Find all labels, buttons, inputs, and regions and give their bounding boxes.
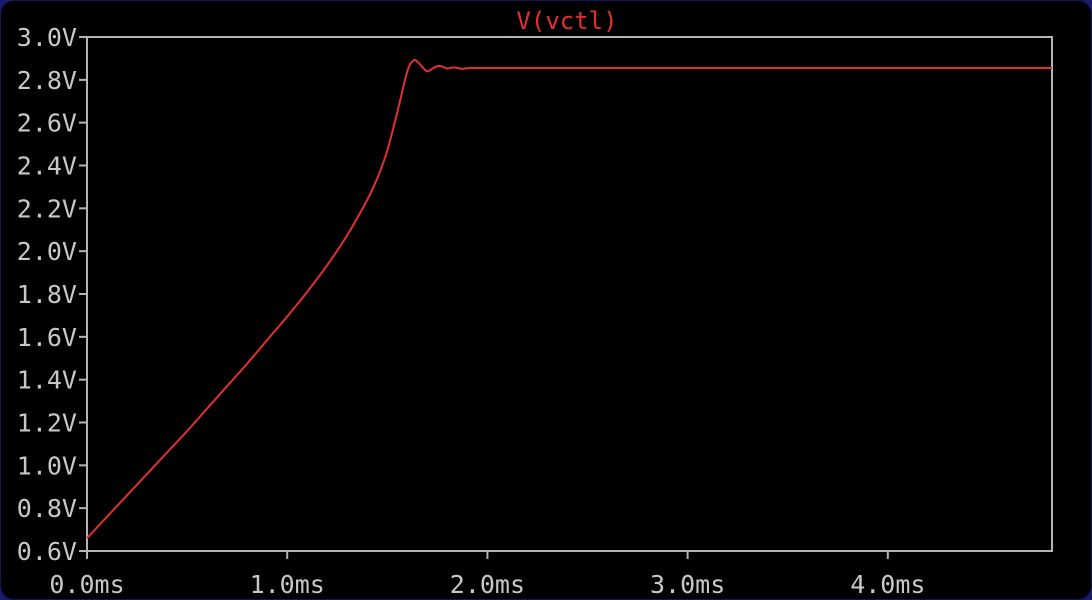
y-tick-label: 1.4V: [17, 366, 77, 395]
y-tick-label: 2.8V: [17, 66, 77, 95]
y-tick-label: 3.0V: [17, 23, 77, 52]
x-tick-label: 4.0ms: [850, 570, 925, 599]
x-axis: 0.0ms 1.0ms 2.0ms 3.0ms 4.0ms: [49, 551, 925, 599]
y-tick-label: 2.2V: [17, 194, 77, 223]
y-tick-label: 2.6V: [17, 109, 77, 138]
y-tick-label: 0.8V: [17, 494, 77, 523]
chart-title: V(vctl): [516, 7, 617, 35]
y-tick-label: 2.4V: [17, 152, 77, 181]
y-axis: 3.0V 2.8V 2.6V 2.4V 2.2V 2.0V 1.8V 1.6V 1.4V 1.2V…: [17, 23, 87, 566]
y-tick-label: 1.6V: [17, 323, 77, 352]
x-tick-label: 3.0ms: [650, 570, 725, 599]
plot-frame: [86, 36, 1053, 552]
y-tick-label: 2.0V: [17, 237, 77, 266]
y-tick-label: 1.2V: [17, 409, 77, 438]
y-tick-label: 1.8V: [17, 280, 77, 309]
x-tick-label: 1.0ms: [250, 570, 325, 599]
y-tick-label: 1.0V: [17, 451, 77, 480]
y-tick-label: 0.6V: [17, 537, 77, 566]
x-tick-label: 0.0ms: [49, 570, 124, 599]
series-line: [86, 58, 1052, 539]
x-tick-label: 2.0ms: [450, 570, 525, 599]
